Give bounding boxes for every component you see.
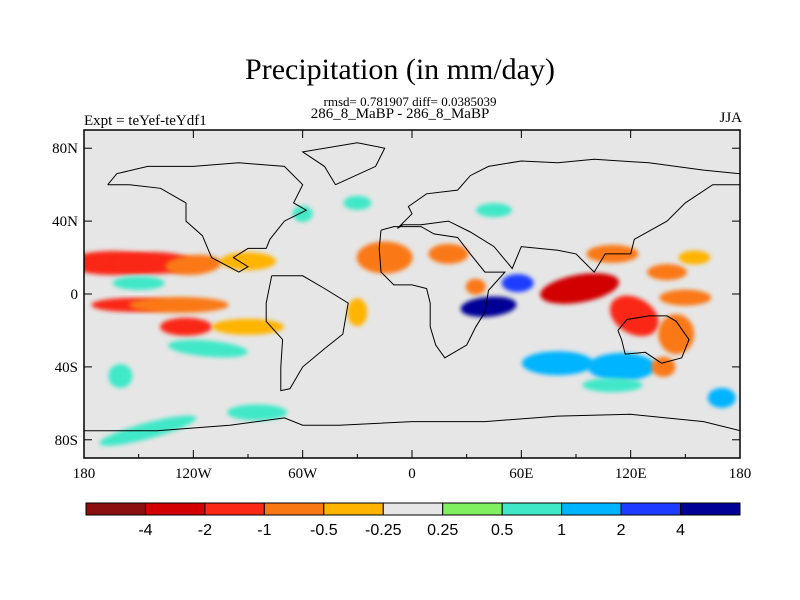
colorbar-label: -1 <box>257 522 271 539</box>
anomaly-region <box>165 254 222 276</box>
anomaly-region <box>168 339 248 358</box>
x-tick-label: 60E <box>509 466 533 482</box>
anomaly-region <box>582 378 643 393</box>
coastline <box>107 162 308 273</box>
stats-line: rmsd= 0.781907 diff= 0.0385039 <box>323 94 497 109</box>
coastline <box>265 275 349 392</box>
coastline <box>301 142 386 186</box>
anomaly-region <box>343 195 372 210</box>
coastline <box>617 315 690 364</box>
colorbar-swatch <box>85 502 146 516</box>
colorbar-label: 0.25 <box>427 522 458 539</box>
anomaly-region <box>651 356 676 377</box>
anomaly-region <box>647 264 688 281</box>
colorbar-label: 2 <box>617 522 626 539</box>
anomaly-region <box>658 314 695 355</box>
anomaly-region <box>707 387 736 408</box>
anomaly-region <box>112 276 165 291</box>
colorbar-swatch <box>144 502 206 516</box>
x-tick-label: 180 <box>73 466 96 482</box>
colorbar-swatch <box>323 502 384 516</box>
anomaly-region <box>347 298 368 327</box>
colorbar-label: -2 <box>198 522 212 539</box>
colorbar-swatch <box>263 502 325 516</box>
colorbar-swatch <box>561 502 622 516</box>
anomaly-region <box>460 296 517 318</box>
y-tick-label: 80N <box>52 141 78 157</box>
season-label: JJA <box>719 110 742 126</box>
colorbar-swatch <box>680 502 741 516</box>
anomaly-region <box>220 252 276 271</box>
anomaly-region <box>160 317 213 336</box>
y-tick-label: 0 <box>71 287 79 303</box>
anomaly-region <box>292 205 313 222</box>
anomaly-region <box>465 278 486 295</box>
anomaly-region <box>659 289 712 306</box>
x-tick-label: 60W <box>288 466 318 482</box>
anomaly-region <box>356 241 413 274</box>
anomaly-region <box>428 243 469 264</box>
anomaly-region <box>540 273 620 304</box>
plot-background <box>84 130 740 458</box>
anomaly-region <box>227 404 288 421</box>
y-tick-label: 40N <box>52 214 78 230</box>
anomaly-region <box>497 326 546 343</box>
anomaly-region <box>476 203 512 218</box>
colorbar-label: 1 <box>557 522 566 539</box>
x-tick-label: 0 <box>408 466 416 482</box>
coastline <box>84 413 740 458</box>
colorbar-swatch <box>442 502 503 516</box>
colorbar-swatch <box>382 502 444 516</box>
colorbar-label: -0.25 <box>365 522 402 539</box>
case-line: 286_8_MaBP - 286_8_MaBP <box>310 106 490 122</box>
x-tick-label: 180 <box>729 466 752 482</box>
anomaly-region <box>212 318 284 335</box>
anomaly-region <box>501 274 534 293</box>
colorbar-label: -0.5 <box>310 522 338 539</box>
colorbar-label: -4 <box>138 522 152 539</box>
experiment-label: Expt = teYef-teYdf1 <box>84 113 207 129</box>
anomaly-region <box>108 364 133 388</box>
anomaly-region <box>521 351 594 376</box>
anomaly-region <box>678 250 711 265</box>
x-tick-label: 120W <box>175 466 213 482</box>
colorbar-label: 0.5 <box>491 522 513 539</box>
colorbar-swatch <box>620 502 682 516</box>
coastline <box>397 158 740 273</box>
colorbar-swatch <box>204 502 265 516</box>
anomaly-region <box>128 296 229 313</box>
x-tick-label: 120E <box>615 466 647 482</box>
y-tick-label: 40S <box>55 360 78 376</box>
chart-title: Precipitation (in mm/day) <box>245 53 555 86</box>
colorbar-swatch <box>501 502 563 516</box>
coastline <box>378 226 507 359</box>
colorbar-label: 4 <box>676 522 685 539</box>
y-tick-label: 80S <box>55 433 78 449</box>
anomaly-region <box>587 352 656 381</box>
